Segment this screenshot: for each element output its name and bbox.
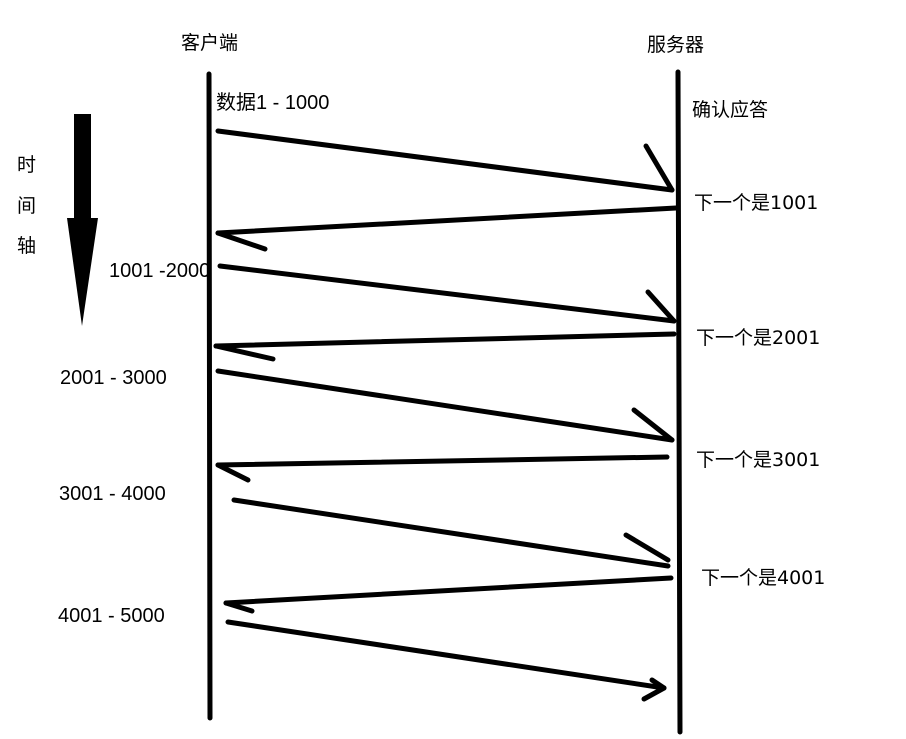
data-segment-label-5: 4001 - 5000 xyxy=(58,605,165,627)
client-label: 客户端 xyxy=(181,32,239,54)
client-timeline xyxy=(206,71,213,721)
data-arrow-3 xyxy=(215,368,675,443)
time-axis-char-3: 轴 xyxy=(17,235,37,257)
time-axis-arrow-head xyxy=(67,218,98,326)
data-arrow-4 xyxy=(231,497,671,569)
data-arrow-1-head xyxy=(643,143,675,193)
time-axis-char-2: 间 xyxy=(17,195,37,217)
data-arrow-5 xyxy=(225,619,667,691)
ack-arrow-2-head xyxy=(213,343,276,362)
time-axis-char-1: 时 xyxy=(17,154,37,176)
ack-arrow-1-head xyxy=(215,230,268,252)
server-label: 服务器 xyxy=(647,34,705,56)
ack-arrow-2 xyxy=(213,331,677,349)
ack-arrow-3-head xyxy=(215,462,251,483)
ack-label-1: 下一个是1001 xyxy=(694,192,819,214)
ack-arrow-1 xyxy=(215,205,679,236)
data-segment-label-1: 数据1 - 1000 xyxy=(216,92,330,114)
data-arrow-5-head xyxy=(641,677,667,702)
ack-arrow-3 xyxy=(215,454,670,468)
time-axis-arrow-shaft xyxy=(74,114,91,220)
ack-arrow-4-head xyxy=(223,600,255,614)
server-timeline xyxy=(675,69,683,735)
data-arrow-1 xyxy=(215,128,675,193)
data-arrow-4-head xyxy=(623,532,671,563)
data-arrow-2 xyxy=(217,263,677,324)
ack-label-2: 下一个是2001 xyxy=(696,327,821,349)
ack-label: 确认应答 xyxy=(692,99,769,121)
data-segment-label-2: 1001 -2000 xyxy=(109,260,211,282)
data-arrow-3-head xyxy=(631,407,675,443)
ack-label-3: 下一个是3001 xyxy=(696,449,821,471)
data-arrow-2-head xyxy=(645,289,677,324)
ack-label-4: 下一个是4001 xyxy=(701,567,826,589)
data-segment-label-4: 3001 - 4000 xyxy=(59,483,166,505)
ack-arrow-4 xyxy=(223,575,674,606)
data-segment-label-3: 2001 - 3000 xyxy=(60,367,167,389)
